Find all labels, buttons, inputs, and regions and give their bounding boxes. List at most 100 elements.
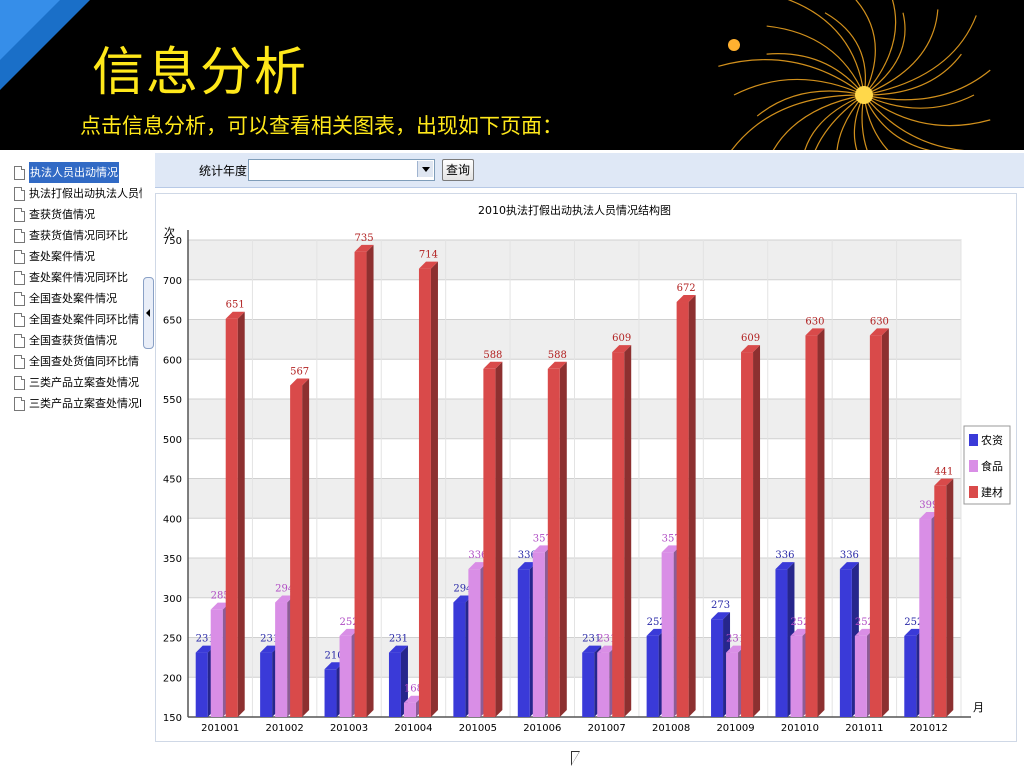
bar-top xyxy=(532,545,552,553)
bar-top xyxy=(418,261,438,269)
tree-item[interactable]: 全国查处案件同环比情 xyxy=(14,309,142,330)
bar-side xyxy=(753,345,761,717)
year-select[interactable] xyxy=(248,159,435,181)
bar xyxy=(324,669,337,717)
firework-ray xyxy=(863,0,897,96)
legend-label: 食品 xyxy=(981,459,1003,473)
bar-top xyxy=(711,612,731,620)
firework-ray xyxy=(863,94,966,150)
tree-item[interactable]: 查获货值情况 xyxy=(14,204,142,225)
firework-ray xyxy=(814,94,865,150)
x-tick-label: 201011 xyxy=(845,723,883,734)
data-label: 672 xyxy=(677,283,696,294)
data-label: 210 xyxy=(324,650,343,661)
firework-ray xyxy=(733,78,865,96)
bar-side xyxy=(495,361,503,717)
data-label: 252 xyxy=(855,617,874,628)
bar-top xyxy=(517,562,537,570)
bar-top xyxy=(597,645,617,653)
bar-top xyxy=(646,628,666,636)
y-tick-label: 550 xyxy=(163,395,182,406)
bar xyxy=(612,352,625,717)
chevron-down-icon[interactable] xyxy=(417,161,433,177)
firework-ray xyxy=(863,53,962,96)
tree-item-label: 三类产品立案查处情况 xyxy=(29,376,139,389)
bar xyxy=(805,335,818,717)
tree-item[interactable]: 三类产品立案查处情况l xyxy=(14,393,142,414)
firework-ray xyxy=(766,53,865,96)
bar xyxy=(582,652,595,717)
firework-ray xyxy=(836,94,865,150)
bar-top xyxy=(839,562,859,570)
tree-item[interactable]: 全国查处货值同环比情 xyxy=(14,351,142,372)
bar xyxy=(547,368,560,717)
bar xyxy=(741,352,754,717)
bar-top xyxy=(547,361,567,369)
bar-side xyxy=(430,261,438,717)
data-label: 399 xyxy=(919,500,938,511)
bar-top xyxy=(195,645,215,653)
bar xyxy=(676,302,689,717)
bar xyxy=(934,485,947,717)
tree-item[interactable]: 执法打假出动执法人员情 xyxy=(14,183,142,204)
bar xyxy=(290,385,303,717)
document-icon xyxy=(14,207,25,222)
toolbar: 统计年度 查询 xyxy=(155,153,1024,188)
document-icon xyxy=(14,396,25,411)
collapse-panel-toggle[interactable] xyxy=(143,277,154,349)
bar xyxy=(339,635,352,717)
bar xyxy=(195,652,208,717)
tree-item[interactable]: 三类产品立案查处情况 xyxy=(14,372,142,393)
bar-top xyxy=(854,628,874,636)
tree-item[interactable]: 执法人员出动情况 xyxy=(14,162,142,183)
tree-item[interactable]: 全国查获货值情况 xyxy=(14,330,142,351)
data-label: 231 xyxy=(582,634,601,645)
y-tick-label: 150 xyxy=(163,713,182,724)
bar xyxy=(790,635,803,717)
bar xyxy=(388,652,401,717)
x-tick-label: 201012 xyxy=(910,723,948,734)
firework-ray xyxy=(855,0,876,96)
tree-item[interactable]: 全国查处案件情况 xyxy=(14,288,142,309)
bar xyxy=(646,635,659,717)
tree-item[interactable]: 查处案件情况同环比 xyxy=(14,267,142,288)
bar xyxy=(775,569,788,717)
data-label: 735 xyxy=(354,233,373,244)
mouse-cursor-fill xyxy=(572,752,579,764)
bar xyxy=(260,652,273,717)
y-tick-label: 750 xyxy=(163,236,182,247)
tree-item[interactable]: 查获货值情况同环比 xyxy=(14,225,142,246)
data-label: 567 xyxy=(290,366,309,377)
bar-top xyxy=(260,645,280,653)
tree-item-label: 查获货值情况同环比 xyxy=(29,229,128,242)
tree-item-label: 全国查处货值同环比情 xyxy=(29,355,139,368)
y-tick-label: 450 xyxy=(163,475,182,486)
document-icon xyxy=(14,249,25,264)
bar-top xyxy=(339,628,359,636)
query-button[interactable]: 查询 xyxy=(442,159,474,181)
bar-side xyxy=(366,244,374,718)
slide-subtitle: 点击信息分析，可以查看相关图表，出现如下页面： xyxy=(80,114,563,138)
firework-ray xyxy=(756,90,865,117)
firework-ray xyxy=(772,94,865,150)
data-label: 294 xyxy=(275,584,294,595)
bar xyxy=(839,569,852,717)
document-icon xyxy=(14,291,25,306)
data-label: 231 xyxy=(196,634,215,645)
bar-top xyxy=(582,645,602,653)
bar-top xyxy=(388,645,408,653)
firework-ray xyxy=(731,94,865,150)
y-tick-label: 350 xyxy=(163,554,182,565)
report-tree: 执法人员出动情况 执法打假出动执法人员情 查获货值情况查获货值情况同环比查处案件情况… xyxy=(14,162,142,414)
tree-item[interactable]: 查处案件情况 xyxy=(14,246,142,267)
data-label: 714 xyxy=(419,250,438,261)
x-tick-label: 201006 xyxy=(523,723,561,734)
data-label: 588 xyxy=(483,350,502,361)
data-label: 588 xyxy=(548,350,567,361)
bar-side xyxy=(881,328,889,717)
firework-ray xyxy=(766,25,865,96)
legend-swatch xyxy=(969,434,978,446)
firework-ray xyxy=(863,15,977,96)
chart-title: 2010执法打假出动执法人员情况结构图 xyxy=(478,203,671,217)
bar xyxy=(869,335,882,717)
